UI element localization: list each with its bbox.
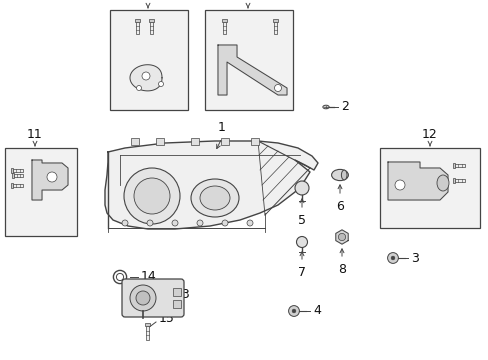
Bar [451,162,454,167]
Bar [110,10,187,110]
Bar [156,138,163,145]
Circle shape [47,172,57,182]
Text: 12: 12 [421,128,437,141]
Circle shape [394,180,404,190]
Bar [5,148,77,236]
Circle shape [390,256,394,260]
Bar [13,168,23,171]
Text: 8: 8 [337,263,346,276]
Polygon shape [218,45,286,95]
Text: 15: 15 [159,312,175,325]
Text: 4: 4 [312,305,320,318]
Polygon shape [387,162,447,200]
Circle shape [197,220,203,226]
Text: 6: 6 [335,200,343,213]
Bar [12,172,14,177]
Text: 7: 7 [297,266,305,279]
Text: 10: 10 [240,0,255,3]
Text: 9: 9 [144,0,152,3]
Ellipse shape [200,186,229,210]
Bar [250,138,259,145]
Circle shape [136,291,150,305]
Bar [173,300,181,308]
Circle shape [222,220,227,226]
Bar [221,19,226,22]
Bar [173,288,181,296]
Circle shape [130,285,156,311]
Polygon shape [130,65,162,91]
Text: 5: 5 [297,214,305,227]
Circle shape [142,72,150,80]
Circle shape [136,85,141,90]
Bar [14,174,23,176]
Bar [454,163,464,166]
Ellipse shape [322,105,328,109]
Bar [131,138,139,145]
FancyBboxPatch shape [122,279,183,317]
Bar [272,19,277,22]
Text: 2: 2 [340,100,348,113]
Text: 3: 3 [410,252,418,265]
Bar [221,138,228,145]
Bar [451,177,454,183]
Text: 1: 1 [218,121,225,134]
Circle shape [158,81,163,86]
Circle shape [296,237,307,248]
Bar [13,184,23,186]
Ellipse shape [331,170,347,181]
Polygon shape [32,160,68,200]
Bar [222,22,225,34]
Circle shape [288,306,299,316]
Ellipse shape [436,175,448,191]
Bar [149,22,152,34]
Polygon shape [335,230,347,244]
Ellipse shape [191,179,239,217]
Circle shape [122,220,128,226]
Bar [191,138,199,145]
Bar [379,148,479,228]
Circle shape [172,220,178,226]
Bar [273,22,276,34]
Circle shape [274,85,281,91]
Bar [454,179,464,181]
Ellipse shape [341,170,346,180]
Polygon shape [105,141,317,229]
Bar [145,326,148,340]
Bar [135,22,138,34]
Text: 14: 14 [141,270,157,284]
Text: 13: 13 [175,288,190,301]
Circle shape [294,181,308,195]
Circle shape [292,309,295,313]
Circle shape [246,220,252,226]
Bar [148,19,153,22]
Bar [204,10,292,110]
Circle shape [147,220,153,226]
Text: 11: 11 [27,128,43,141]
Circle shape [124,168,180,224]
Circle shape [387,253,398,264]
Circle shape [338,233,345,240]
Bar [10,183,13,188]
Bar [144,323,149,326]
Bar [134,19,139,22]
Circle shape [134,178,170,214]
Bar [10,167,13,172]
